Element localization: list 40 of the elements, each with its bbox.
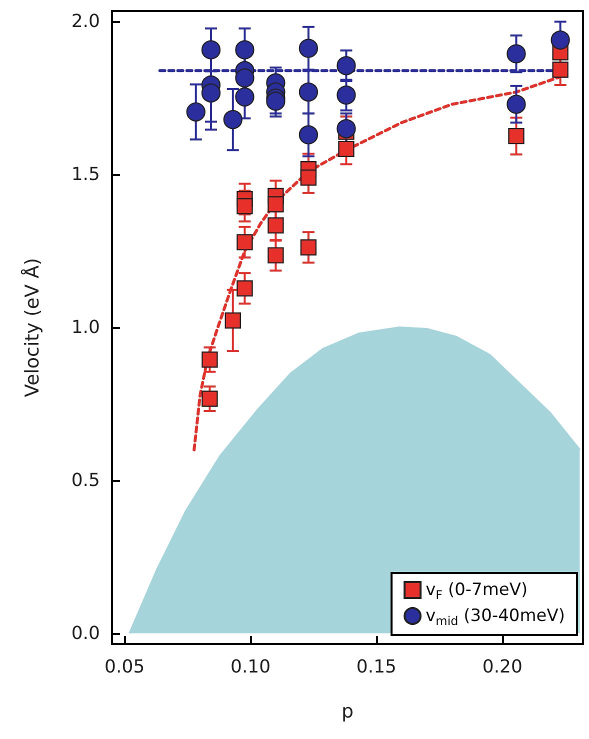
y-tick-label: 1.0: [71, 317, 100, 338]
y-tick-label: 0.0: [71, 622, 100, 644]
point: [336, 86, 356, 105]
point: [552, 62, 568, 78]
point: [268, 217, 284, 234]
x-tick-label: 0.05: [104, 656, 145, 678]
point: [550, 30, 570, 50]
point: [300, 170, 317, 186]
x-axis-title: p: [341, 700, 354, 722]
point: [202, 352, 218, 368]
point: [506, 44, 526, 64]
point: [236, 198, 253, 214]
point: [201, 83, 221, 103]
point: [298, 38, 318, 58]
point: [202, 390, 218, 407]
x-tick-label: 0.15: [356, 656, 397, 678]
point: [268, 196, 284, 212]
y-tick-label: 2.0: [71, 11, 100, 32]
point: [235, 68, 254, 88]
point: [336, 56, 356, 76]
point: [235, 40, 254, 60]
point: [508, 128, 524, 144]
point: [235, 87, 254, 107]
point: [506, 94, 526, 114]
y-axis-title: Velocity (eV Å): [20, 258, 44, 398]
x-tick-label: 0.20: [482, 656, 522, 678]
point: [223, 110, 242, 130]
point: [300, 239, 317, 256]
point: [201, 40, 221, 60]
y-tick-label: 1.5: [71, 164, 100, 186]
point: [298, 82, 318, 102]
point: [298, 125, 318, 144]
point: [224, 312, 241, 329]
point: [268, 247, 284, 264]
y-tick-label: 0.5: [71, 470, 100, 491]
point: [186, 102, 206, 122]
point: [236, 280, 253, 296]
point: [236, 234, 253, 250]
point: [266, 92, 286, 111]
x-tick-label: 0.10: [230, 656, 271, 678]
